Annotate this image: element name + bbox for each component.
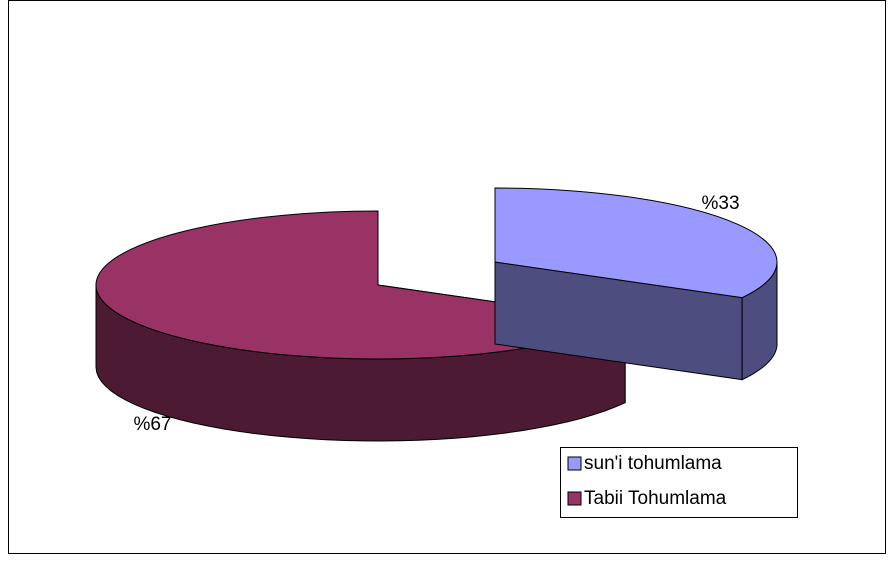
legend: sun'i tohumlama Tabii Tohumlama	[560, 447, 798, 518]
plot: %67 %33	[95, 187, 778, 442]
slice-top	[494, 187, 778, 299]
legend-swatch	[567, 456, 582, 471]
data-label: %67	[133, 414, 171, 435]
legend-label: sun'i tohumlama	[584, 453, 722, 474]
data-label: %33	[701, 193, 739, 214]
legend-box	[560, 447, 798, 518]
legend-swatch	[567, 491, 582, 506]
slice	[494, 187, 778, 381]
slice-top	[95, 210, 627, 360]
legend-label: Tabii Tohumlama	[584, 488, 727, 509]
